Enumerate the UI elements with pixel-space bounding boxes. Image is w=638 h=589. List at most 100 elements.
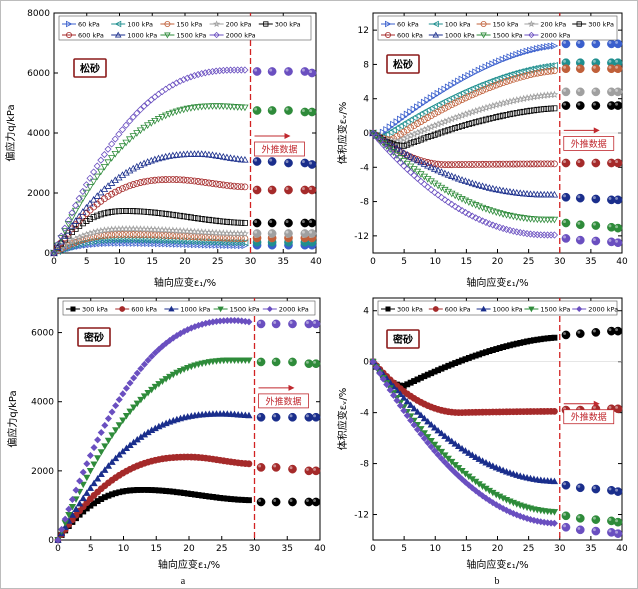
extrapolated-point-highlight (577, 65, 581, 69)
data-point (79, 481, 87, 489)
data-point (136, 236, 144, 244)
data-point (90, 461, 98, 469)
data-point (403, 165, 411, 173)
data-point (496, 503, 504, 511)
data-point (396, 148, 404, 156)
data-point (201, 179, 209, 186)
extrapolated-point (311, 319, 321, 329)
data-point (393, 124, 401, 132)
data-point (162, 176, 170, 183)
legend-label: 2000 kPa (226, 32, 256, 40)
panel-label: 松砂 (393, 58, 413, 71)
data-point (444, 455, 452, 463)
data-point (111, 235, 119, 244)
extrapolated-point-highlight (254, 230, 258, 234)
data-point (119, 239, 127, 247)
extrapolated-point-highlight (615, 160, 618, 163)
data-point (530, 160, 538, 168)
data-point (83, 474, 91, 482)
data-point (451, 99, 459, 107)
chart-dense-ev: 0 5 10 15 20 25 30 35 40 -12 -8 -4 0 4 轴向应变ε₁/% 体积应变εᵥ/… (336, 297, 628, 571)
data-point (101, 239, 109, 248)
data-point (158, 231, 166, 239)
data-point (390, 144, 397, 152)
data-point (537, 190, 545, 198)
data-point (68, 244, 76, 252)
data-point (61, 515, 69, 523)
data-point (234, 219, 241, 226)
data-point (544, 231, 552, 239)
arrow-head-icon (593, 127, 600, 134)
data-point (403, 412, 411, 420)
data-point (526, 93, 535, 101)
legend-box (377, 15, 618, 41)
data-point (96, 226, 105, 235)
data-point (68, 214, 76, 221)
data-point (410, 105, 418, 114)
data-point (162, 85, 170, 93)
data-point (520, 160, 528, 168)
legend-marker (432, 31, 440, 38)
data-point (169, 176, 177, 183)
data-point (104, 462, 113, 469)
extrapolated-point (591, 194, 601, 204)
extrapolated-point (575, 64, 585, 74)
data-point (519, 189, 528, 197)
extrapolated-point (613, 487, 623, 496)
data-point (219, 234, 227, 242)
data-point (119, 208, 126, 214)
data-point (527, 160, 534, 168)
data-point (424, 161, 432, 169)
legend-label: 150 kPa (176, 21, 202, 29)
data-point (441, 104, 449, 112)
data-point (413, 156, 422, 164)
data-point (144, 99, 152, 107)
legend-marker (576, 305, 583, 313)
data-point (108, 140, 116, 148)
data-point (458, 75, 466, 83)
y-axis-title: 体积应变εᵥ/% (336, 102, 349, 164)
extrapolated-point (575, 158, 585, 168)
data-point (245, 460, 253, 468)
data-point (396, 402, 404, 410)
data-point (462, 161, 469, 168)
extrapolated-point-highlight (615, 65, 618, 69)
extrapolated-point (271, 463, 281, 472)
panel-label-box (77, 327, 111, 347)
data-point (104, 231, 112, 239)
data-point (492, 58, 501, 67)
data-point (444, 188, 453, 196)
extrapolated-point (307, 160, 317, 169)
data-point (72, 201, 80, 210)
data-point (492, 185, 500, 193)
data-point (79, 236, 87, 244)
data-point (226, 154, 235, 161)
extrapolated-point-highlight (577, 330, 581, 334)
legend-label: 2000 kPa (588, 306, 618, 314)
x-tick-label: 0 (370, 544, 376, 554)
data-point (516, 160, 524, 168)
legend-label: 600 kPa (131, 306, 157, 314)
extrapolated-point-highlight (301, 160, 305, 163)
data-point (155, 381, 163, 388)
series-2000-kpa (50, 66, 317, 257)
panel-label-box (386, 54, 420, 74)
x-tick-label: 5 (88, 544, 94, 554)
extrapolated-point-highlight (273, 464, 277, 468)
data-point (407, 416, 415, 424)
extrapolated-point (591, 158, 601, 168)
data-point (434, 182, 442, 190)
extrapolated-point-highlight (309, 187, 312, 190)
data-point (238, 219, 245, 226)
data-point (75, 212, 83, 220)
data-point (444, 462, 452, 470)
legend-marker (480, 32, 487, 39)
legend-label: 1000 kPa (445, 32, 475, 40)
legend-marker (576, 21, 582, 27)
data-point (216, 181, 224, 188)
data-point (437, 193, 446, 201)
data-point (162, 232, 170, 239)
data-point (496, 80, 504, 88)
data-point (434, 101, 442, 109)
extrapolated-point-highlight (563, 332, 566, 335)
